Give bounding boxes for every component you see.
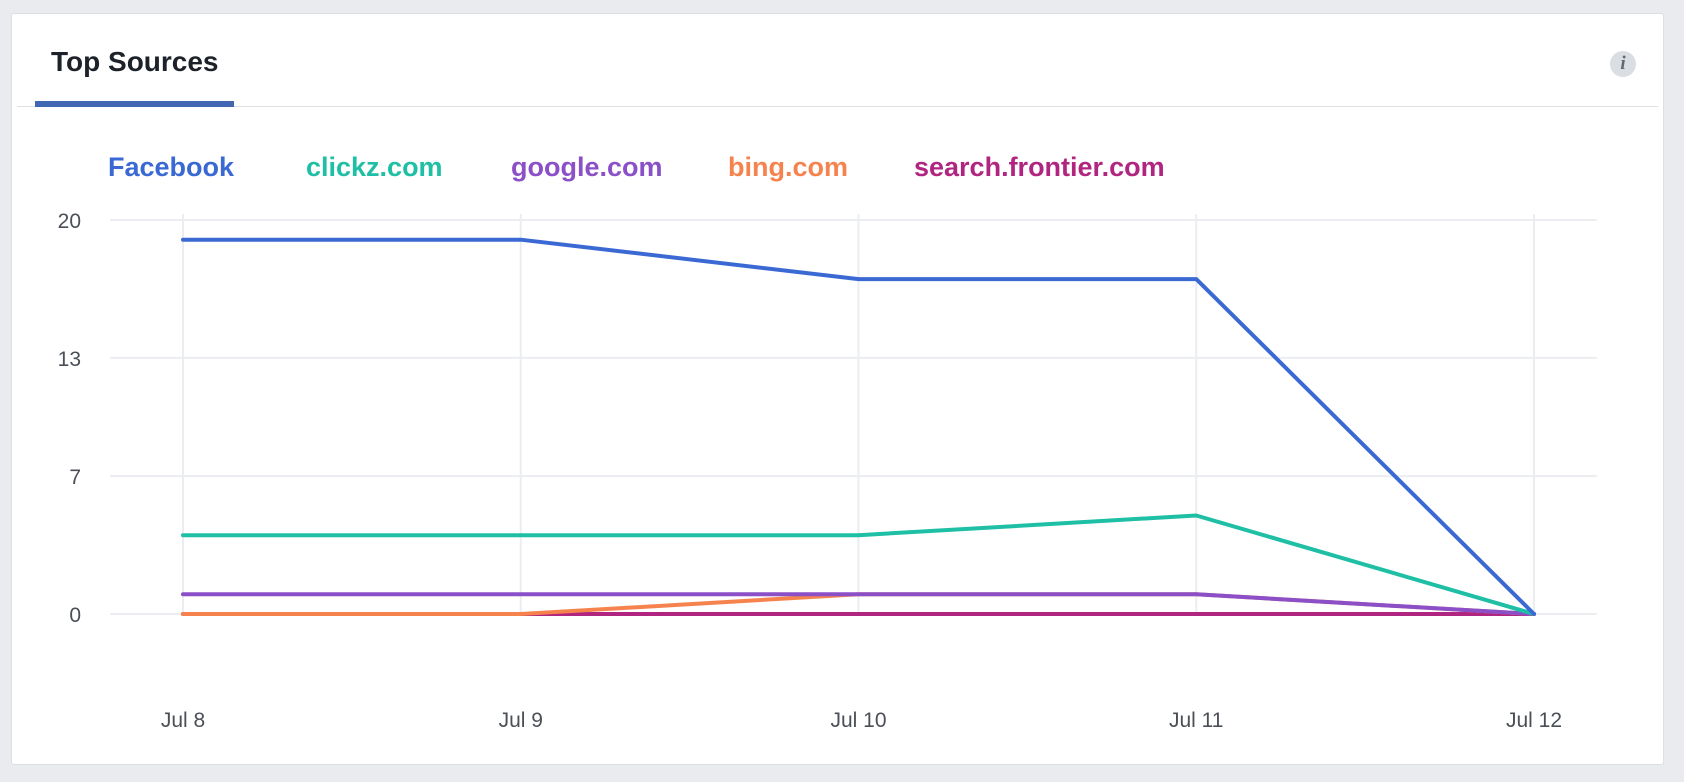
- x-tick-label: Jul 9: [499, 709, 543, 732]
- y-axis-ticks: 0 7 13 20: [58, 210, 81, 627]
- x-tick-label: Jul 8: [161, 709, 205, 732]
- series-lines: [181, 237, 1536, 616]
- y-tick-label: 0: [69, 604, 81, 627]
- info-icon[interactable]: i: [1610, 51, 1636, 77]
- top-sources-chart: Facebook clickz.com google.com bing.com sear…: [58, 152, 1597, 732]
- series-line-2[interactable]: [181, 513, 1536, 616]
- x-axis-ticks: Jul 8 Jul 9 Jul 10 Jul 11 Jul 12: [161, 709, 1562, 732]
- card-header: Top Sources i: [17, 14, 1658, 107]
- chart-grid: [110, 214, 1597, 615]
- tab-label: Top Sources: [51, 46, 219, 77]
- chart-legend: Facebook clickz.com google.com bing.com sear…: [108, 152, 1165, 182]
- legend-item-5[interactable]: search.frontier.com: [914, 152, 1165, 182]
- y-tick-label: 7: [69, 466, 81, 489]
- legend-item-4[interactable]: bing.com: [728, 152, 848, 182]
- legend-item-3[interactable]: google.com: [511, 152, 663, 182]
- tab-top-sources[interactable]: Top Sources: [35, 14, 234, 107]
- y-tick-label: 13: [58, 348, 81, 371]
- series-line-1[interactable]: [181, 237, 1536, 616]
- legend-item-2[interactable]: clickz.com: [306, 152, 443, 182]
- x-tick-label: Jul 10: [830, 709, 886, 732]
- tab-active-indicator: [35, 101, 234, 107]
- top-sources-card: Top Sources i Facebook clickz.com google.c…: [11, 13, 1664, 765]
- y-tick-label: 20: [58, 210, 81, 233]
- legend-item-1[interactable]: Facebook: [108, 152, 235, 182]
- x-tick-label: Jul 12: [1506, 709, 1562, 732]
- series-line-3[interactable]: [181, 592, 1536, 616]
- x-tick-label: Jul 11: [1169, 709, 1223, 732]
